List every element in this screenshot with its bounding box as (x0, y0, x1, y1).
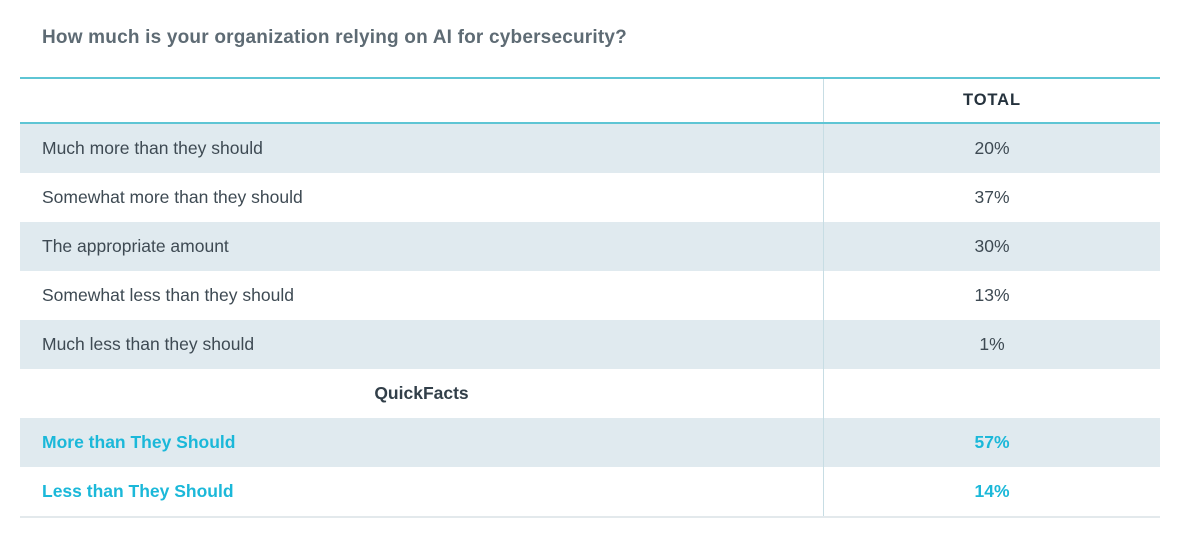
row-value (824, 369, 1160, 418)
row-value: 14% (974, 481, 1010, 501)
table-row: Somewhat less than they should 13% (20, 271, 1160, 320)
survey-table: TOTAL Much more than they should 20% Som… (20, 77, 1160, 518)
page-title: How much is your organization relying on… (42, 27, 627, 48)
row-label: Somewhat more than they should (20, 173, 824, 222)
row-label: Somewhat less than they should (20, 271, 824, 320)
row-value: 13% (974, 285, 1010, 305)
table-row: The appropriate amount 30% (20, 222, 1160, 271)
table-row: Much less than they should 1% (20, 320, 1160, 369)
header-total-cell: TOTAL (963, 91, 1021, 109)
table-row-highlight: Less than They Should 14% (20, 467, 1160, 516)
row-value: 1% (979, 334, 1005, 354)
header-label-cell (20, 79, 824, 122)
row-label: Less than They Should (20, 467, 824, 516)
row-label: More than They Should (20, 418, 824, 467)
table-row: Much more than they should 20% (20, 124, 1160, 173)
row-value: 37% (974, 187, 1010, 207)
table-section-row-quickfacts: QuickFacts (20, 369, 1160, 418)
row-value: 30% (974, 236, 1010, 256)
table-header-row: TOTAL (20, 79, 1160, 124)
row-value: 20% (974, 138, 1010, 158)
row-label: The appropriate amount (20, 222, 824, 271)
row-value: 57% (974, 432, 1010, 452)
section-title: QuickFacts (20, 369, 824, 418)
row-label: Much less than they should (20, 320, 824, 369)
table-row-highlight: More than They Should 57% (20, 418, 1160, 467)
table-row: Somewhat more than they should 37% (20, 173, 1160, 222)
row-label: Much more than they should (20, 124, 824, 173)
